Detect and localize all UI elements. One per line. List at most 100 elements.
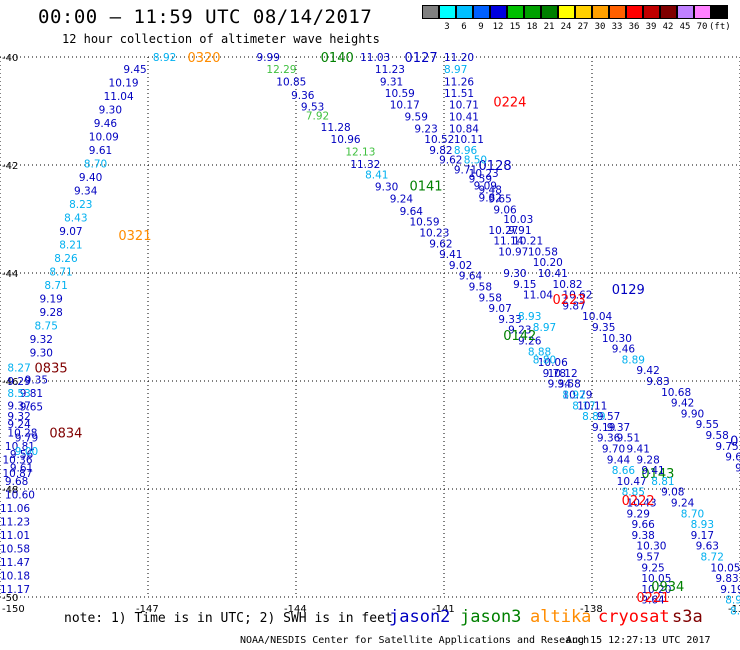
legend-swatch <box>711 5 728 19</box>
wave-height-point: 9.83 <box>715 573 738 585</box>
wave-height-point: 10.58 <box>528 246 558 258</box>
wave-height-point: 10.84 <box>449 123 479 135</box>
wave-height-point: 11.32 <box>350 159 380 171</box>
wave-height-point: 9.83 <box>646 376 669 388</box>
lat-label: -50 <box>2 593 18 604</box>
wave-height-point: 11.51 <box>444 88 474 100</box>
wave-height-point: 10.23 <box>469 168 499 180</box>
legend-swatch <box>422 5 439 19</box>
wave-height-point: 10.59 <box>409 217 439 229</box>
wave-height-point: 11.23 <box>375 64 405 76</box>
wave-height-point: 8.70 <box>681 508 704 520</box>
pass-time-label: 0129 <box>612 283 645 298</box>
wave-height-point: 10.21 <box>513 236 543 248</box>
wave-height-point: 11.04 <box>104 91 134 103</box>
wave-height-point: 9.65 <box>488 193 511 205</box>
wave-height-point: 9.82 <box>429 145 452 157</box>
legend-swatch <box>592 5 609 19</box>
wave-height-point: 9.29 <box>7 376 30 388</box>
wave-height-point: 9.24 <box>7 419 31 431</box>
wave-height-point: 8.75 <box>35 320 58 332</box>
wave-height-point: 8.26 <box>54 253 78 265</box>
pass-time-label: 0222 <box>622 494 655 509</box>
wave-height-point: 9.28 <box>636 454 659 466</box>
wave-height-point: 9.06 <box>493 204 517 216</box>
lon-label: -144 <box>284 604 307 615</box>
wave-height-point: 9.57 <box>597 411 620 423</box>
wave-height-point: 10.11 <box>454 134 484 146</box>
wave-height-point: 9.26 <box>518 336 542 348</box>
wave-height-point: 9.68 <box>5 476 28 488</box>
satellite-s3a: s3a <box>672 607 703 627</box>
credit-line: NOAA/NESDIS Center for Satellite Applica… <box>240 635 590 646</box>
wave-height-point: 8.81 <box>651 476 674 488</box>
wave-height-point: 9.64 <box>641 595 665 607</box>
wave-height-point: 9.24 <box>671 498 695 510</box>
satellite-jason2: jason2 <box>389 607 451 627</box>
wave-height-point: 10.82 <box>553 279 583 291</box>
wave-height-point: 9.42 <box>671 398 694 410</box>
wave-height-point: 11.04 <box>523 290 553 302</box>
pass-time-label: 0141 <box>409 180 442 195</box>
wave-height-point: 9.08 <box>661 487 684 499</box>
wave-height-point: 9.57 <box>636 552 659 564</box>
wave-height-point: 9.35 <box>25 374 48 386</box>
legend-label: 70 <box>696 22 708 32</box>
wave-height-point: 10.30 <box>636 541 666 553</box>
legend-label: 45 <box>679 22 691 32</box>
wave-height-point: 8.27 <box>7 363 30 375</box>
wave-height-point: 9.48 <box>479 184 502 196</box>
wave-height-point: 9.58 <box>479 292 502 304</box>
legend-swatch <box>490 5 507 19</box>
wave-height-point: 9.91 <box>508 225 531 237</box>
wave-height-point: 9.59 <box>469 174 492 186</box>
legend-swatch <box>609 5 626 19</box>
wave-height-point: 8.17 <box>572 400 595 412</box>
wave-height-point: 9.58 <box>705 430 728 442</box>
wave-height-point: 10.19 <box>109 77 139 89</box>
wave-height-point: 9.02 <box>449 260 472 272</box>
wave-height-point: 9.07 <box>59 226 82 238</box>
wave-height-point: 10.04 <box>582 311 612 323</box>
wave-height-point: 10.23 <box>419 228 449 240</box>
wave-height-point: 12.13 <box>345 147 375 159</box>
legend-swatch <box>677 5 694 19</box>
wave-height-point: 9.58 <box>557 379 580 391</box>
wave-height-point: 10.06 <box>538 357 568 369</box>
lon-label: -138 <box>580 604 603 615</box>
wave-height-point: 10.60 <box>5 489 35 501</box>
wave-height-point: 9.64 <box>459 271 483 283</box>
legend-swatch <box>456 5 473 19</box>
wave-height-point: 11.26 <box>444 76 474 88</box>
wave-height-point: 10.03 <box>503 214 533 226</box>
wave-height-point: 10.58 <box>0 543 30 555</box>
wave-height-point: 9.30 <box>30 347 53 359</box>
pass-time-label: 0835 <box>35 362 68 377</box>
legend-swatch <box>524 5 541 19</box>
wave-height-point: 10.41 <box>449 111 479 123</box>
wave-height-point: 9.66 <box>725 452 740 464</box>
lat-label: -42 <box>2 161 18 172</box>
wave-height-point: 9.61 <box>89 145 112 157</box>
wave-height-point: 10.47 <box>617 476 647 488</box>
wave-height-point: 8.70 <box>84 158 107 170</box>
wave-height-point: 8.97 <box>725 595 740 607</box>
wave-height-point: 11.17 <box>0 584 30 596</box>
wave-height-point: 9.31 <box>380 76 403 88</box>
wave-height-point: 12.29 <box>266 64 296 76</box>
wave-height-point: 10.85 <box>276 76 306 88</box>
pass-time-label: 0320 <box>187 51 220 66</box>
wave-height-point: 8.43 <box>64 212 87 224</box>
wave-height-point: 9.71 <box>454 164 477 176</box>
wave-height-point: 10.18 <box>0 570 30 582</box>
wave-height-point: 11.47 <box>0 557 30 569</box>
wave-height-point: 10.87 <box>2 468 32 480</box>
wave-height-point: 9.41 <box>641 465 664 477</box>
legend-label: 21 <box>543 22 555 32</box>
wave-height-point: 9.90 <box>681 408 704 420</box>
wave-height-point: 8.97 <box>444 64 467 76</box>
page-title: 00:00 – 11:59 UTC 08/14/2017 <box>38 6 373 28</box>
wave-height-point: 9.81 <box>20 388 43 400</box>
wave-height-point: 9.07 <box>488 303 511 315</box>
wave-height-point: 9.45 <box>735 462 740 474</box>
